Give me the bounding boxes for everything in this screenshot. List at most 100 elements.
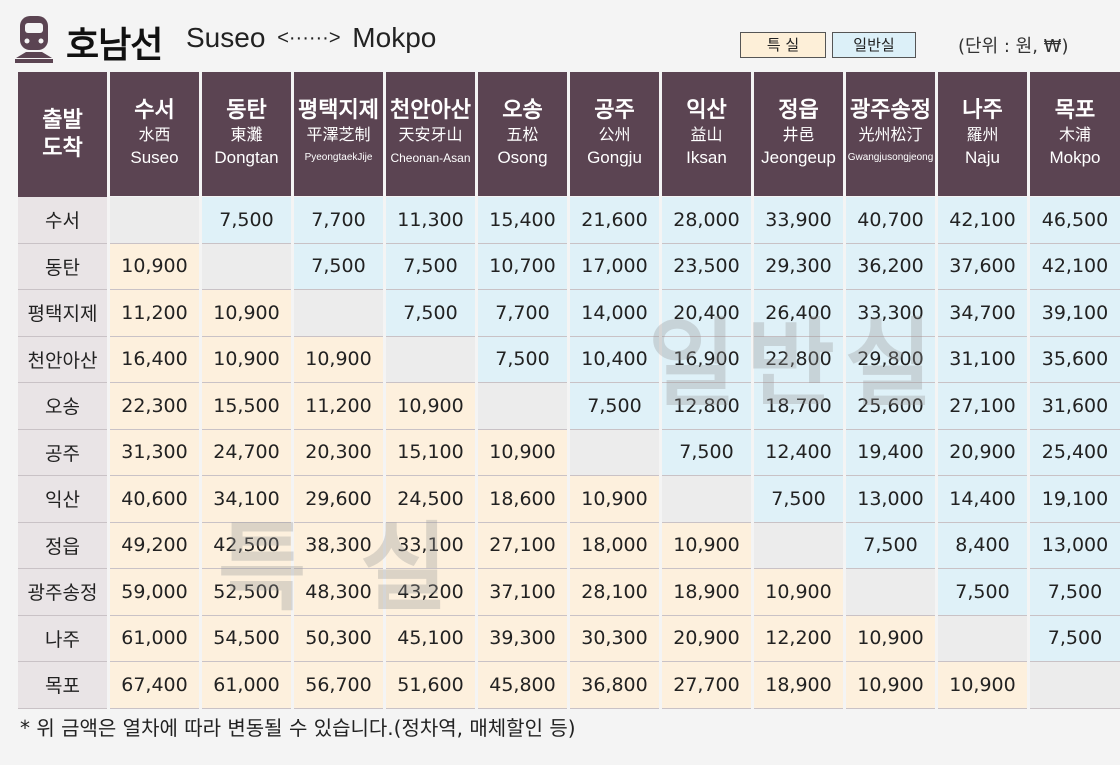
legend-normal: 일반실 <box>832 32 916 58</box>
fare-cell-normal: 20,900 <box>938 429 1027 476</box>
fare-cell-normal: 16,900 <box>662 336 751 383</box>
fare-cell-normal: 7,500 <box>386 290 475 337</box>
fare-cell-special: 43,200 <box>386 569 475 616</box>
column-header-korean: 나주 <box>962 98 1003 123</box>
fare-cell-special: 20,900 <box>662 615 751 662</box>
fare-cell-special: 11,200 <box>110 290 199 337</box>
fare-cell-normal: 7,500 <box>754 476 843 523</box>
fare-cell-special: 33,100 <box>386 522 475 569</box>
fare-cell-normal: 40,700 <box>846 197 935 244</box>
column-header-english: Gwangjusongjeong <box>847 152 934 163</box>
fare-cell-special: 40,600 <box>110 476 199 523</box>
header: 호남선 Suseo <······> Mokpo 특 실 일반실 (단위 : 원… <box>0 0 1120 72</box>
route-origin: Suseo <box>186 22 266 53</box>
fare-cell-normal: 7,700 <box>478 290 567 337</box>
fare-cell-special: 11,200 <box>294 383 383 430</box>
row-label: 정읍 <box>18 522 107 569</box>
fare-cell-special: 51,600 <box>386 662 475 709</box>
column-header-korean: 익산 <box>686 98 727 123</box>
table-cell-empty <box>938 615 1027 662</box>
fare-cell-special: 10,900 <box>110 243 199 290</box>
column-header: 수서 水西 Suseo <box>110 72 199 197</box>
fare-cell-normal: 22,800 <box>754 336 843 383</box>
fare-cell-normal: 7,500 <box>846 522 935 569</box>
fare-cell-normal: 35,600 <box>1030 336 1120 383</box>
row-label: 공주 <box>18 429 107 476</box>
fare-cell-normal: 21,600 <box>570 197 659 244</box>
fare-cell-normal: 7,500 <box>202 197 291 244</box>
row-label: 익산 <box>18 476 107 523</box>
column-header-hanja: 平澤芝制 <box>306 125 371 144</box>
table-cell-empty <box>294 290 383 337</box>
column-header-hanja: 東灘 <box>230 125 263 144</box>
column-header-english: PyeongtaekJije <box>304 152 373 163</box>
column-header-korean: 목포 <box>1054 98 1096 123</box>
table-cell-empty <box>754 522 843 569</box>
fare-cell-normal: 18,700 <box>754 383 843 430</box>
route: Suseo <······> Mokpo <box>186 22 436 54</box>
fare-cell-special: 36,800 <box>570 662 659 709</box>
row-label: 수서 <box>18 197 107 244</box>
fare-cell-special: 48,300 <box>294 569 383 616</box>
table-cell-empty <box>202 243 291 290</box>
table-corner: 출발 도착 <box>18 72 107 197</box>
column-header-hanja: 天安牙山 <box>398 125 463 144</box>
fare-cell-normal: 7,500 <box>570 383 659 430</box>
column-header-korean: 광주송정 <box>850 98 931 123</box>
column-header-hanja: 光州松汀 <box>858 125 923 144</box>
fare-cell-special: 42,500 <box>202 522 291 569</box>
column-header-korean: 수서 <box>134 98 175 123</box>
fare-cell-normal: 11,300 <box>386 197 475 244</box>
legend-special: 특 실 <box>740 32 826 58</box>
fare-table: 출발 도착 수서 水西 Suseo 동탄 東灘 Dongtan 평택지제 平澤芝制 Pyeong… <box>18 72 1120 709</box>
fare-cell-special: 31,300 <box>110 429 199 476</box>
fare-cell-special: 50,300 <box>294 615 383 662</box>
fare-cell-normal: 34,700 <box>938 290 1027 337</box>
column-header-english: Suseo <box>130 148 179 167</box>
column-header: 익산 益山 Iksan <box>662 72 751 197</box>
route-destination: Mokpo <box>352 22 437 53</box>
fare-cell-special: 18,900 <box>754 662 843 709</box>
fare-cell-normal: 19,400 <box>846 429 935 476</box>
column-header: 평택지제 平澤芝制 PyeongtaekJije <box>294 72 383 197</box>
column-header: 정읍 井邑 Jeongeup <box>754 72 843 197</box>
fare-cell-special: 39,300 <box>478 615 567 662</box>
fare-cell-special: 16,400 <box>110 336 199 383</box>
fare-cell-special: 34,100 <box>202 476 291 523</box>
fare-cell-special: 10,900 <box>662 522 751 569</box>
table-cell-empty <box>662 476 751 523</box>
fare-cell-normal: 14,000 <box>570 290 659 337</box>
fare-cell-normal: 17,000 <box>570 243 659 290</box>
column-header: 나주 羅州 Naju <box>938 72 1027 197</box>
fare-cell-special: 49,200 <box>110 522 199 569</box>
column-header-english: Gongju <box>587 148 642 167</box>
fare-cell-normal: 20,400 <box>662 290 751 337</box>
fare-cell-normal: 7,500 <box>386 243 475 290</box>
fare-cell-special: 10,900 <box>386 383 475 430</box>
column-header-hanja: 木浦 <box>1058 125 1091 144</box>
fare-cell-normal: 12,800 <box>662 383 751 430</box>
train-icon <box>15 16 53 63</box>
fare-cell-special: 61,000 <box>110 615 199 662</box>
fare-cell-special: 10,900 <box>570 476 659 523</box>
column-header-hanja: 公州 <box>598 125 631 144</box>
column-header-korean: 동탄 <box>226 98 267 123</box>
fare-cell-normal: 7,500 <box>294 243 383 290</box>
fare-cell-special: 10,900 <box>202 290 291 337</box>
fare-cell-normal: 31,600 <box>1030 383 1120 430</box>
fare-cell-special: 28,100 <box>570 569 659 616</box>
fare-cell-special: 27,100 <box>478 522 567 569</box>
fare-cell-special: 18,600 <box>478 476 567 523</box>
fare-cell-special: 52,500 <box>202 569 291 616</box>
fare-cell-normal: 10,400 <box>570 336 659 383</box>
fare-cell-normal: 37,600 <box>938 243 1027 290</box>
fare-cell-special: 45,800 <box>478 662 567 709</box>
fare-cell-normal: 25,400 <box>1030 429 1120 476</box>
fare-cell-normal: 7,500 <box>662 429 751 476</box>
fare-cell-special: 15,500 <box>202 383 291 430</box>
corner-arrival: 도착 <box>42 135 83 161</box>
fare-cell-special: 54,500 <box>202 615 291 662</box>
column-header-korean: 정읍 <box>778 98 819 123</box>
column-header-hanja: 益山 <box>690 125 723 144</box>
fare-cell-normal: 33,900 <box>754 197 843 244</box>
